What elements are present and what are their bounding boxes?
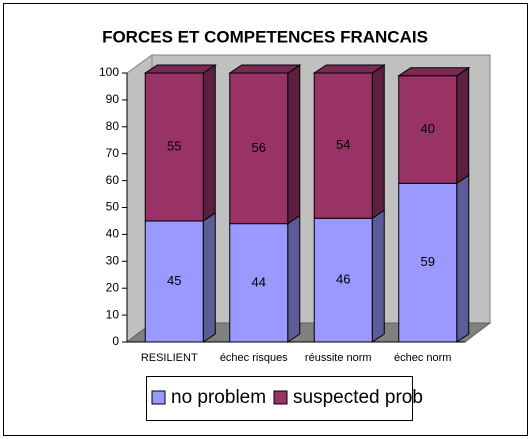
bar-side bbox=[287, 214, 301, 343]
bar-top bbox=[228, 64, 302, 74]
legend-swatch bbox=[273, 390, 288, 405]
y-tick-label: 90 bbox=[106, 92, 120, 106]
bar bbox=[398, 182, 458, 343]
data-label: 40 bbox=[421, 121, 435, 136]
data-label: 55 bbox=[167, 138, 181, 153]
y-tick-label: 20 bbox=[106, 280, 120, 294]
bar bbox=[229, 223, 289, 343]
bar-side bbox=[371, 64, 385, 220]
data-label: 46 bbox=[336, 272, 350, 287]
y-tick-label: 30 bbox=[106, 253, 120, 267]
data-label: 54 bbox=[336, 137, 350, 152]
bar bbox=[398, 75, 458, 184]
y-tick-label: 100 bbox=[99, 65, 119, 79]
y-tick-label: 40 bbox=[106, 227, 120, 241]
legend-label: no problem bbox=[171, 387, 266, 408]
bar-side bbox=[202, 64, 216, 222]
bar-top bbox=[397, 67, 471, 77]
bar-side bbox=[371, 209, 385, 343]
bar bbox=[229, 72, 289, 225]
y-tick-label: 80 bbox=[106, 119, 120, 133]
bar-top bbox=[312, 64, 386, 74]
y-tick-label: 10 bbox=[106, 307, 120, 321]
bar-side bbox=[456, 174, 470, 343]
bar-side bbox=[456, 66, 470, 185]
y-tick-label: 0 bbox=[112, 334, 119, 348]
data-label: 44 bbox=[252, 274, 266, 289]
y-tick-label: 50 bbox=[106, 200, 120, 214]
x-tick-label: échec risques bbox=[219, 352, 288, 364]
data-label: 45 bbox=[167, 273, 181, 288]
x-tick-label: échec norm bbox=[394, 352, 452, 364]
x-tick-label: réussite norm bbox=[304, 352, 372, 364]
legend-label: suspected prob bbox=[293, 387, 423, 408]
data-label: 56 bbox=[252, 140, 266, 155]
data-label: 59 bbox=[421, 254, 435, 269]
bar bbox=[313, 72, 373, 219]
bar bbox=[313, 217, 373, 343]
y-tick-label: 70 bbox=[106, 146, 120, 160]
bar-top bbox=[143, 64, 217, 74]
legend-swatch bbox=[151, 390, 166, 405]
bar-side bbox=[202, 212, 216, 343]
x-tick-label: RESILIENT bbox=[140, 352, 198, 364]
chart-title: FORCES ET COMPETENCES FRANCAIS bbox=[102, 27, 428, 46]
bar-side bbox=[287, 64, 301, 225]
y-tick-label: 60 bbox=[106, 173, 120, 187]
